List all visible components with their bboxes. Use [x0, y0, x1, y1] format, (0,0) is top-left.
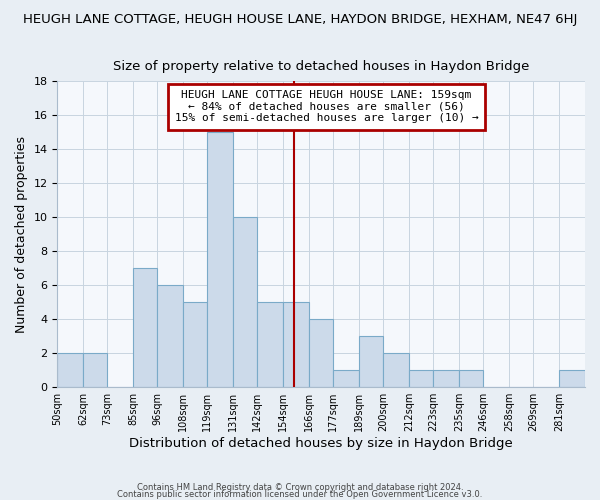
- Bar: [184, 302, 207, 387]
- Text: Contains public sector information licensed under the Open Government Licence v3: Contains public sector information licen…: [118, 490, 482, 499]
- Bar: [309, 319, 333, 387]
- Text: HEUGH LANE COTTAGE, HEUGH HOUSE LANE, HAYDON BRIDGE, HEXHAM, NE47 6HJ: HEUGH LANE COTTAGE, HEUGH HOUSE LANE, HA…: [23, 12, 577, 26]
- Text: HEUGH LANE COTTAGE HEUGH HOUSE LANE: 159sqm
← 84% of detached houses are smaller: HEUGH LANE COTTAGE HEUGH HOUSE LANE: 159…: [175, 90, 478, 124]
- Bar: [58, 353, 83, 387]
- Bar: [83, 353, 107, 387]
- Bar: [283, 302, 309, 387]
- Bar: [257, 302, 283, 387]
- Bar: [233, 217, 257, 387]
- X-axis label: Distribution of detached houses by size in Haydon Bridge: Distribution of detached houses by size …: [130, 437, 513, 450]
- Text: Contains HM Land Registry data © Crown copyright and database right 2024.: Contains HM Land Registry data © Crown c…: [137, 484, 463, 492]
- Y-axis label: Number of detached properties: Number of detached properties: [15, 136, 28, 332]
- Bar: [459, 370, 483, 387]
- Bar: [157, 285, 184, 387]
- Bar: [433, 370, 459, 387]
- Title: Size of property relative to detached houses in Haydon Bridge: Size of property relative to detached ho…: [113, 60, 529, 73]
- Bar: [359, 336, 383, 387]
- Bar: [409, 370, 433, 387]
- Bar: [383, 353, 409, 387]
- Bar: [133, 268, 157, 387]
- Bar: [207, 132, 233, 387]
- Bar: [333, 370, 359, 387]
- Bar: [559, 370, 585, 387]
